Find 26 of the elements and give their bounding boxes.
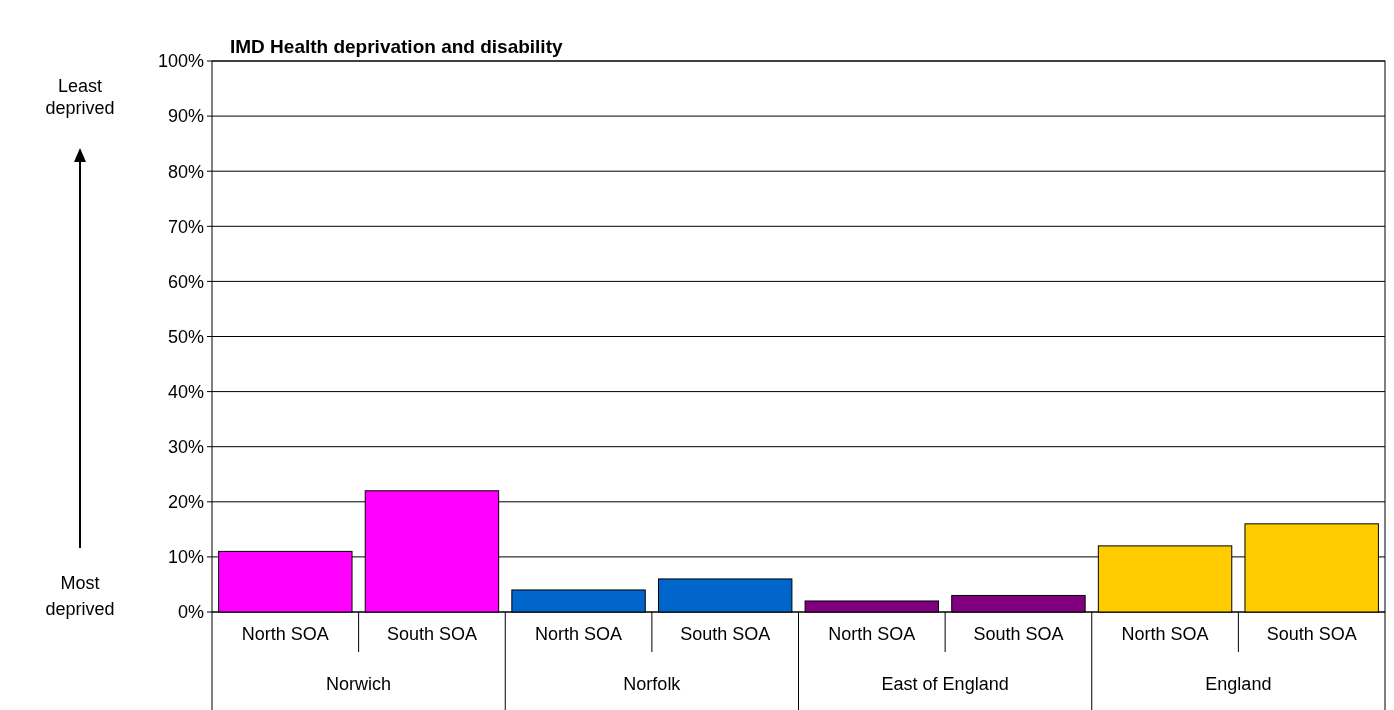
text: Least deprived xyxy=(45,76,115,118)
x-tick-label: North SOA xyxy=(1121,624,1209,645)
y-tick-label: 50% xyxy=(167,326,204,347)
y-tick-label: 80% xyxy=(167,161,204,182)
y-tick-label: 20% xyxy=(167,492,204,513)
y-tick-label: 0% xyxy=(177,602,204,623)
x-tick-label: North SOA xyxy=(535,624,623,645)
y-tick-label: 90% xyxy=(167,106,204,127)
text: Norfolk xyxy=(623,674,682,695)
x-tick-label: South SOA xyxy=(386,624,477,645)
text: Norwich xyxy=(326,674,392,695)
y-tick-label: 100% xyxy=(157,51,204,72)
text: England xyxy=(1205,674,1272,695)
y-tick-label: 40% xyxy=(167,381,204,402)
x-tick-label: South SOA xyxy=(1266,624,1357,645)
y-tick-label: 30% xyxy=(167,437,204,457)
text: East of England xyxy=(881,674,1009,695)
y-tick-label: 60% xyxy=(167,271,204,292)
y-tick-label: 10% xyxy=(167,547,204,568)
y-tick-label: 70% xyxy=(167,216,204,237)
x-tick-label: South SOA xyxy=(680,624,771,645)
chart-title: IMD Health deprivation and disability xyxy=(230,36,563,57)
x-tick-label: North SOA xyxy=(241,624,329,645)
text: Most deprived xyxy=(45,573,115,619)
x-tick-label: North SOA xyxy=(828,624,916,645)
x-tick-label: South SOA xyxy=(973,624,1064,645)
